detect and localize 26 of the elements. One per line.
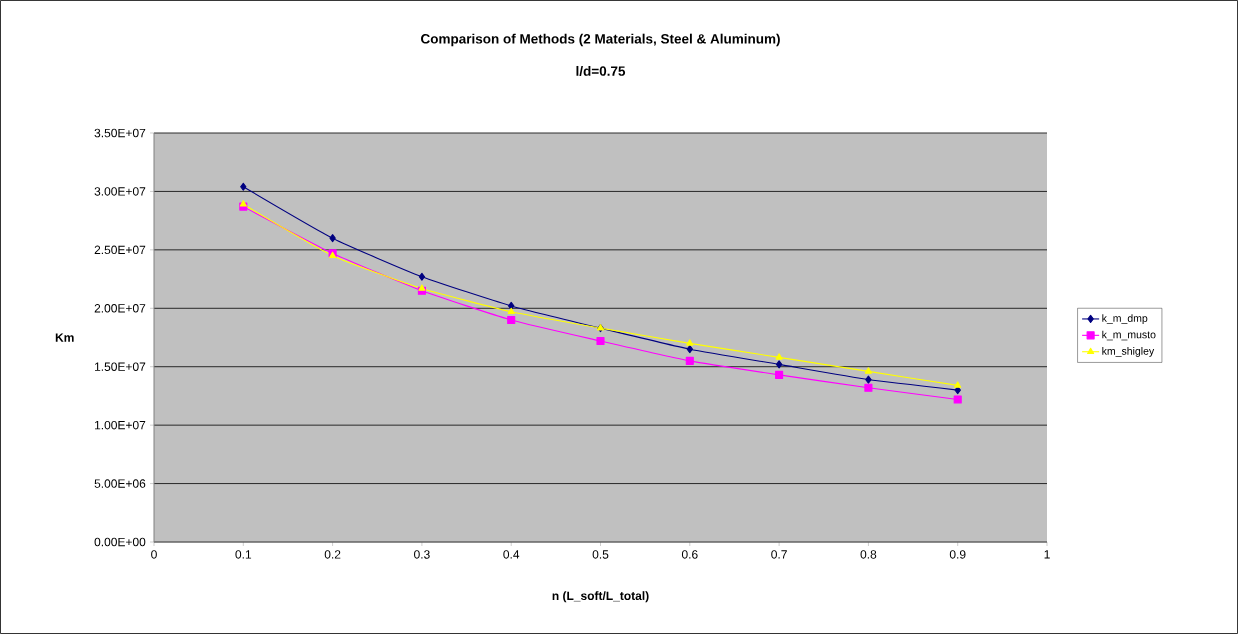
- y-tick-label: 2.50E+07: [94, 245, 146, 255]
- x-tick-label: 0.9: [949, 550, 966, 559]
- legend-label: k_m_musto: [1102, 330, 1156, 341]
- y-tick-label: 1.00E+07: [95, 420, 146, 430]
- x-tick-label: 0.7: [771, 550, 787, 559]
- chart-subtitle: l/d=0.75: [576, 65, 626, 77]
- y-tick-label: 5.00E+06: [94, 479, 146, 488]
- x-tick-label: 0.6: [681, 550, 698, 559]
- y-axis-title: Km: [55, 333, 74, 342]
- y-tick-label: 3.50E+07: [94, 128, 146, 138]
- x-axis-title: n (L_soft/L_total): [552, 591, 649, 603]
- y-tick-label: 3.00E+07: [94, 187, 146, 196]
- x-tick-label: 0.8: [860, 550, 877, 559]
- x-tick-label: 0.1: [235, 550, 252, 559]
- y-tick-label: 0.00E+00: [94, 537, 146, 547]
- y-tick-label: 1.50E+07: [95, 362, 146, 371]
- x-tick-label: 0: [151, 550, 157, 559]
- x-tick-label: 0.3: [414, 550, 430, 559]
- x-tick-label: 0.4: [503, 550, 520, 559]
- y-tick-label: 2.00E+07: [94, 304, 146, 313]
- legend-label: k_m_dmp: [1102, 314, 1148, 325]
- x-tick-label: 1: [1044, 550, 1050, 559]
- chart-title: Comparison of Methods (2 Materials, Steel & Aluminum): [421, 33, 780, 47]
- x-tick-label: 0.5: [592, 550, 609, 559]
- x-tick-label: 0.2: [324, 550, 341, 559]
- legend-label: km_shigley: [1102, 347, 1155, 357]
